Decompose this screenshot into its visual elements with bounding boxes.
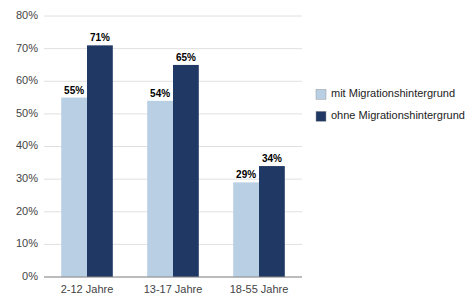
y-tick-label: 10% — [16, 237, 38, 249]
data-label: 34% — [262, 153, 282, 164]
y-tick-label: 50% — [16, 107, 38, 119]
x-axis-line — [44, 277, 302, 278]
legend-swatch — [316, 89, 326, 99]
grid-line — [44, 16, 302, 17]
y-tick-label: 30% — [16, 172, 38, 184]
legend-label: ohne Migrationshintergrund — [331, 109, 465, 121]
bars — [61, 45, 285, 277]
legend-swatch — [316, 111, 326, 121]
y-tick-label: 0% — [22, 270, 38, 282]
bar — [259, 166, 285, 277]
bar — [61, 98, 87, 277]
y-grid — [44, 16, 302, 277]
data-label: 55% — [64, 85, 84, 96]
data-label: 29% — [236, 169, 256, 180]
bar — [87, 45, 113, 277]
data-label: 65% — [176, 52, 196, 63]
grid-line — [44, 277, 302, 278]
y-tick-label: 60% — [16, 74, 38, 86]
bar — [147, 101, 173, 277]
data-label: 54% — [150, 88, 170, 99]
bar — [233, 182, 259, 277]
x-tick-label: 18-55 Jahre — [230, 283, 289, 295]
chart-svg: 0% 10% 20% 30% 40% 50% 60% 70% 80% 55% 54% 29% 71% 65… — [0, 0, 474, 307]
bar — [173, 65, 199, 277]
y-tick-label: 40% — [16, 139, 38, 151]
y-tick-label: 70% — [16, 42, 38, 54]
x-tick-label: 13-17 Jahre — [144, 283, 203, 295]
legend-label: mit Migrationshintergrund — [331, 87, 455, 99]
data-label: 71% — [90, 32, 110, 43]
grid-line — [44, 48, 302, 49]
y-tick-label: 20% — [16, 205, 38, 217]
y-tick-label: 80% — [16, 9, 38, 21]
chart-container: 0% 10% 20% 30% 40% 50% 60% 70% 80% 55% 54% 29% 71% 65… — [0, 0, 474, 307]
data-labels: 55% 54% 29% 71% 65% 34% — [64, 32, 282, 180]
legend: mit Migrationshintergrund ohne Migrations… — [316, 87, 465, 121]
x-tick-label: 2-12 Jahre — [61, 283, 114, 295]
